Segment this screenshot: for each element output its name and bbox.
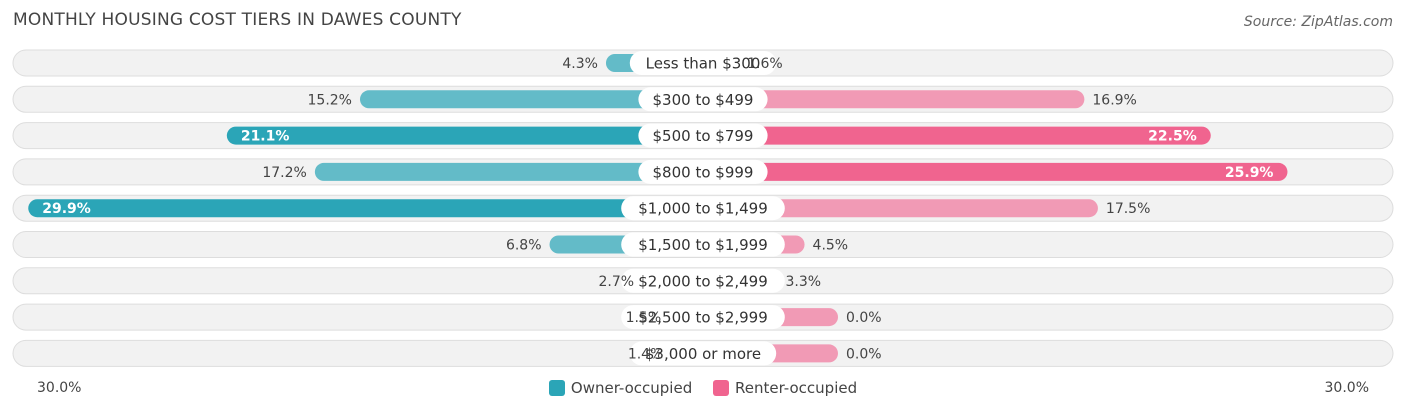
- legend-label-renter: Renter-occupied: [735, 378, 858, 397]
- renter-value-label: 17.5%: [1106, 201, 1150, 217]
- renter-value-label: 4.5%: [813, 238, 849, 254]
- category-label: $2,000 to $2,499: [638, 272, 768, 290]
- category-label: $3,000 or more: [645, 345, 761, 363]
- owner-bar: [314, 162, 703, 181]
- category-label-bg: [621, 268, 785, 293]
- owner-value-label: 15.2%: [308, 92, 352, 108]
- owner-bar: [28, 199, 704, 218]
- owner-bar: [226, 126, 704, 145]
- category-label-bg: [638, 87, 768, 112]
- renter-value-label: 1.6%: [747, 56, 783, 72]
- owner-value-label: 4.3%: [562, 56, 598, 72]
- legend-item-owner: Owner-occupied: [548, 378, 693, 397]
- category-label: $2,500 to $2,999: [638, 309, 768, 327]
- renter-bar: [703, 90, 1085, 109]
- category-label-bg: [638, 123, 768, 148]
- owner-value-label: 6.8%: [506, 238, 542, 254]
- renter-value-label: 0.0%: [846, 346, 882, 362]
- owner-value-label: 29.9%: [42, 201, 91, 217]
- legend-swatch-owner: [548, 379, 565, 396]
- category-label-bg: [629, 51, 777, 75]
- category-label-bg: [629, 341, 777, 366]
- renter-bar: [703, 162, 1288, 181]
- category-label: $800 to $999: [653, 163, 754, 181]
- renter-value-label: 3.3%: [785, 274, 821, 290]
- chart-source: Source: ZipAtlas.com: [1243, 14, 1393, 30]
- legend-item-renter: Renter-occupied: [713, 379, 857, 397]
- category-label: $300 to $499: [653, 91, 754, 109]
- category-label: $1,000 to $1,499: [638, 200, 768, 218]
- renter-bar: [703, 126, 1211, 145]
- legend-swatch-renter: [713, 379, 729, 396]
- axis-label-right: 30.0%: [1324, 380, 1369, 396]
- legend-label-owner: Owner-occupied: [570, 378, 693, 397]
- owner-value-label: 21.1%: [241, 129, 290, 145]
- owner-value-label: 1.5%: [626, 310, 662, 326]
- renter-value-label: 16.9%: [1092, 92, 1136, 108]
- owner-value-label: 17.2%: [262, 165, 306, 181]
- category-label: Less than $300: [646, 55, 761, 73]
- chart-legend: Owner-occupied Renter-occupied: [0, 378, 1406, 397]
- axis-label-left: 30.0%: [37, 380, 82, 396]
- category-label-bg: [621, 305, 785, 330]
- renter-bar: [703, 199, 1098, 218]
- category-label: $1,500 to $1,999: [638, 236, 768, 254]
- category-label-bg: [638, 159, 768, 184]
- category-label-bg: [621, 232, 785, 257]
- chart-title: MONTHLY HOUSING COST TIERS IN DAWES COUN…: [13, 10, 462, 30]
- category-label-bg: [621, 196, 785, 221]
- renter-value-label: 22.5%: [1148, 129, 1197, 145]
- renter-value-label: 25.9%: [1225, 165, 1274, 181]
- owner-bar: [359, 90, 703, 109]
- category-label: $500 to $799: [653, 127, 754, 145]
- renter-value-label: 0.0%: [846, 310, 882, 326]
- owner-value-label: 1.4%: [628, 346, 664, 362]
- owner-value-label: 2.7%: [598, 274, 634, 290]
